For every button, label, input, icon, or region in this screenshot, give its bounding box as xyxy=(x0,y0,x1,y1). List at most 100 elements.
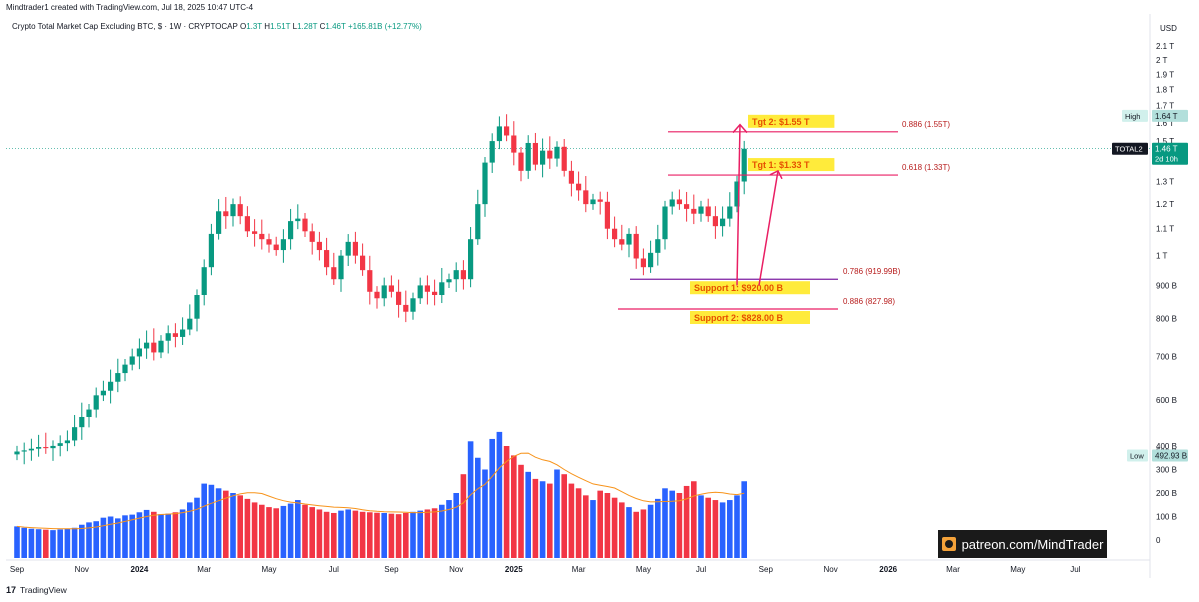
candle-body xyxy=(446,279,452,283)
symbol-legend[interactable]: Crypto Total Market Cap Excluding BTC, $… xyxy=(12,22,422,31)
candle-body xyxy=(640,258,646,268)
level-label-text: Support 2: $828.00 B xyxy=(694,313,784,323)
candle-body xyxy=(705,206,711,217)
volume-bar xyxy=(561,474,567,558)
volume-bar xyxy=(237,495,243,558)
candle-body xyxy=(230,204,236,217)
volume-bar xyxy=(115,518,121,558)
candle-body xyxy=(21,450,27,452)
time-tick-label: May xyxy=(636,565,651,574)
candle-body xyxy=(684,204,690,209)
candle-body xyxy=(403,304,409,312)
candle-body xyxy=(475,204,481,240)
candle-body xyxy=(151,342,157,353)
candle-body xyxy=(597,199,603,202)
candle-body xyxy=(741,148,747,182)
candle-body xyxy=(360,255,366,271)
level-label-text: Tgt 2: $1.55 T xyxy=(752,117,810,127)
candle-body xyxy=(93,395,99,410)
volume-bar xyxy=(331,512,337,558)
candle-body xyxy=(432,291,438,296)
price-tick-label: 600 B xyxy=(1156,396,1177,405)
candle-body xyxy=(158,340,164,353)
price-tick-label: 1.9 T xyxy=(1156,70,1174,79)
volume-bar xyxy=(626,507,632,558)
annotations[interactable]: Tgt 2: $1.55 T 0.886 (1.55T) Tgt 1: $1.33 … xyxy=(618,114,950,324)
time-axis[interactable]: Sep Nov 2024 Mar May Jul Sep Nov 2025 Mar May Jul Se… xyxy=(10,565,1081,574)
price-tick-label: 1.2 T xyxy=(1156,200,1174,209)
candle-body xyxy=(295,218,301,222)
volume-bar xyxy=(194,497,200,558)
ohlc-low-label: L xyxy=(292,22,298,31)
volume-tick-label: 400 B xyxy=(1156,442,1177,451)
candle-body xyxy=(194,295,200,319)
candle-body xyxy=(208,233,214,268)
price-tag-value-bg xyxy=(1152,449,1188,462)
price-tick-label: 1.1 T xyxy=(1156,225,1174,234)
level-label-text: Support 1: $920.00 B xyxy=(694,283,784,293)
volume-bar xyxy=(93,521,99,558)
volume-bar xyxy=(395,514,402,558)
volume-bar xyxy=(359,511,366,558)
fib-ratio-text: 0.886 (1.55T) xyxy=(902,120,950,129)
volume-bar xyxy=(611,497,618,558)
ohlc-close-label: C xyxy=(319,22,326,31)
price-tag-name: Low xyxy=(1130,452,1144,461)
candle-body xyxy=(604,201,610,229)
candle-body xyxy=(144,342,150,349)
watermark-badge: patreon.com/MindTrader xyxy=(938,530,1107,558)
volume-bar xyxy=(107,516,114,558)
volume-bar xyxy=(338,510,344,558)
time-tick-label: 2024 xyxy=(131,565,149,574)
volume-bar xyxy=(71,527,78,558)
candle-body xyxy=(626,233,632,245)
price-tag-name-bg xyxy=(1122,109,1148,122)
price-tick-label: 1.7 T xyxy=(1156,102,1174,111)
price-tick-label: 2 T xyxy=(1156,56,1168,65)
volume-bar xyxy=(410,511,416,558)
candle-body xyxy=(136,348,142,357)
candle-body xyxy=(252,231,258,234)
candle-body xyxy=(28,448,34,451)
price-tick-label: 700 B xyxy=(1156,352,1177,361)
volume-sma-polyline xyxy=(16,452,745,530)
volume-bar xyxy=(640,509,647,558)
candle-body xyxy=(367,270,373,292)
ohlc-high-label: H xyxy=(264,22,271,31)
volume-bar xyxy=(554,469,560,558)
volume-bar xyxy=(431,508,438,558)
price-tag-value: 1.64 T xyxy=(1155,112,1178,121)
time-tick-label: Nov xyxy=(823,565,837,574)
time-tick-label: 2026 xyxy=(879,565,897,574)
arrow-to-target-1 xyxy=(758,170,779,286)
candle-body xyxy=(115,373,121,382)
volume-bar xyxy=(172,512,179,558)
price-tag-name: TOTAL2 xyxy=(1115,145,1143,154)
volume-bar xyxy=(496,431,503,558)
time-tick-label: Sep xyxy=(759,565,774,574)
candle-body xyxy=(504,126,510,136)
candle-body xyxy=(108,381,114,391)
candle-body xyxy=(460,270,466,280)
time-tick-label: Sep xyxy=(10,565,25,574)
candle-body xyxy=(201,267,207,296)
candle-body xyxy=(518,152,524,171)
volume-bar xyxy=(50,530,56,558)
watermark-text: patreon.com/MindTrader xyxy=(961,536,1104,552)
volume-bar xyxy=(165,513,171,558)
level-label-bg xyxy=(748,114,835,128)
candle-body xyxy=(583,190,589,205)
volume-bar xyxy=(280,505,287,558)
fib-ratio-text: 0.618 (1.33T) xyxy=(902,163,950,172)
candle-body xyxy=(417,285,423,299)
volume-bar xyxy=(187,502,193,558)
candle-body xyxy=(633,233,639,259)
footer[interactable]: 17 TradingView xyxy=(6,585,67,595)
candle-body xyxy=(576,183,582,191)
currency-label[interactable]: USD xyxy=(1160,24,1177,33)
volume-bar xyxy=(28,528,35,558)
price-tick-label: 1 T xyxy=(1156,252,1168,261)
ohlc-high: 1.51T xyxy=(270,22,291,31)
candle-body xyxy=(57,443,63,446)
